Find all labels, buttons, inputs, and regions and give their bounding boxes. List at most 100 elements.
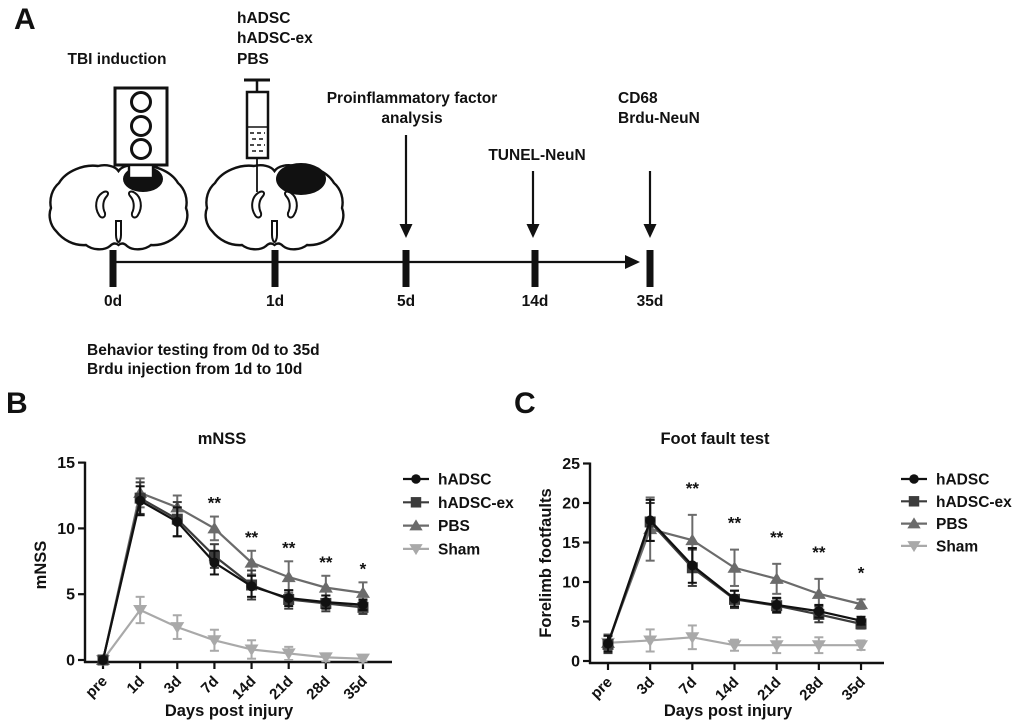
y-tick-label: 10 bbox=[57, 521, 75, 538]
data-point-marker bbox=[281, 648, 296, 660]
data-point-marker bbox=[318, 652, 333, 664]
legend-label: hADSC-ex bbox=[438, 495, 514, 512]
event-arrow-14d bbox=[526, 171, 540, 238]
tbi-induction-label: TBI induction bbox=[67, 51, 167, 68]
x-tick-label: 35d bbox=[839, 674, 869, 704]
y-tick-label: 15 bbox=[57, 455, 75, 472]
y-tick-label: 5 bbox=[571, 614, 580, 631]
data-point-marker bbox=[283, 593, 294, 604]
x-tick-label: 28d bbox=[303, 673, 333, 703]
timeline-tick-5d bbox=[402, 250, 410, 287]
data-point-marker bbox=[244, 644, 259, 656]
x-tick-label: 14d bbox=[712, 674, 742, 704]
legend-marker bbox=[409, 519, 423, 531]
x-axis-title: Days post injury bbox=[664, 702, 793, 720]
significance-marker: ** bbox=[282, 538, 296, 557]
cd68-line1: CD68 bbox=[618, 90, 658, 107]
timeline-label-5d: 5d bbox=[396, 293, 416, 310]
x-tick-label: 35d bbox=[341, 673, 371, 703]
legend-label: hADSC bbox=[936, 472, 989, 489]
legend-item-pbs: PBS bbox=[901, 516, 968, 533]
x-tick-label: 14d bbox=[229, 673, 259, 703]
timeline-label-0d: 0d bbox=[103, 293, 123, 310]
data-point-marker bbox=[281, 570, 296, 583]
data-point-marker bbox=[645, 515, 656, 526]
legend-item-hadsc: hADSC bbox=[901, 472, 989, 489]
data-point-marker bbox=[769, 572, 784, 584]
legend-label: Sham bbox=[936, 538, 978, 555]
data-point-marker bbox=[856, 615, 867, 626]
series-line bbox=[101, 491, 364, 661]
significance-marker: ** bbox=[770, 528, 784, 547]
legend-label: PBS bbox=[438, 518, 470, 535]
legend-marker bbox=[907, 541, 921, 553]
series-hadsc bbox=[603, 498, 867, 653]
data-point-marker bbox=[246, 581, 257, 592]
x-axis-title: Days post injury bbox=[165, 702, 294, 720]
significance-marker: ** bbox=[812, 543, 826, 562]
legend-item-hadsc-ex: hADSC-ex bbox=[901, 494, 1012, 511]
data-point-marker bbox=[207, 635, 222, 647]
legend-label: PBS bbox=[936, 516, 968, 533]
legend-label: Sham bbox=[438, 541, 480, 558]
series-hadsc bbox=[98, 485, 368, 665]
injection-label-hadsc-ex: hADSC-ex bbox=[237, 30, 313, 48]
data-point-marker bbox=[685, 632, 700, 644]
y-axis-title: mNSS bbox=[32, 541, 50, 590]
data-point-marker bbox=[769, 640, 784, 652]
legend-marker bbox=[908, 496, 920, 507]
significance-marker: ** bbox=[728, 514, 742, 533]
data-point-marker bbox=[771, 599, 782, 610]
data-point-marker bbox=[355, 586, 370, 598]
data-point-marker bbox=[603, 638, 613, 649]
legend-label: hADSC-ex bbox=[936, 494, 1012, 511]
data-point-marker bbox=[727, 640, 742, 652]
panel-c-label: C bbox=[514, 387, 536, 420]
chart-title: Foot fault test bbox=[660, 430, 770, 448]
injection-labels: hADSC hADSC-ex PBS bbox=[237, 9, 313, 70]
x-tick-label: pre bbox=[587, 674, 616, 703]
data-point-marker bbox=[318, 581, 333, 593]
data-point-marker bbox=[98, 655, 108, 665]
injection-label-pbs: PBS bbox=[237, 50, 269, 68]
data-point-marker bbox=[207, 521, 222, 534]
x-tick-label: pre bbox=[82, 673, 111, 702]
y-axis-title: Forelimb footfaults bbox=[537, 488, 555, 637]
timeline-label-1d: 1d bbox=[265, 293, 285, 310]
injection-label-hadsc: hADSC bbox=[237, 10, 291, 27]
data-point-marker bbox=[209, 557, 220, 568]
event-label-proinflammatory: Proinflammatory factor analysis bbox=[320, 89, 504, 130]
syringe-icon bbox=[244, 78, 270, 192]
chart-title: mNSS bbox=[198, 430, 247, 448]
proinflammatory-line1: Proinflammatory factor bbox=[326, 90, 498, 107]
x-tick-label: 3d bbox=[634, 674, 658, 698]
significance-marker: * bbox=[858, 563, 865, 582]
note-behavior-testing: Behavior testing from 0d to 35d bbox=[87, 342, 320, 359]
data-point-marker bbox=[170, 622, 185, 634]
legend-marker bbox=[410, 497, 422, 508]
significance-marker: ** bbox=[319, 553, 333, 572]
event-arrow-35d bbox=[643, 171, 657, 238]
y-tick-label: 5 bbox=[66, 587, 75, 604]
event-arrow-5d bbox=[399, 135, 413, 238]
proinflammatory-line2: analysis bbox=[381, 110, 443, 128]
y-tick-label: 20 bbox=[562, 496, 580, 513]
legend-marker bbox=[409, 544, 423, 556]
legend-marker bbox=[411, 474, 421, 484]
legend-item-hadsc: hADSC bbox=[403, 472, 491, 489]
y-tick-label: 0 bbox=[571, 654, 580, 671]
impactor-device-icon bbox=[113, 86, 169, 180]
data-point-marker bbox=[727, 561, 742, 573]
data-point-marker bbox=[811, 640, 826, 652]
y-tick-label: 15 bbox=[562, 535, 580, 552]
x-tick-label: 1d bbox=[124, 673, 148, 697]
significance-marker: ** bbox=[245, 528, 259, 547]
y-tick-label: 0 bbox=[66, 653, 75, 670]
x-tick-label: 21d bbox=[266, 673, 296, 703]
significance-marker: ** bbox=[686, 479, 700, 498]
legend-marker bbox=[909, 474, 919, 484]
series-line bbox=[101, 499, 364, 661]
